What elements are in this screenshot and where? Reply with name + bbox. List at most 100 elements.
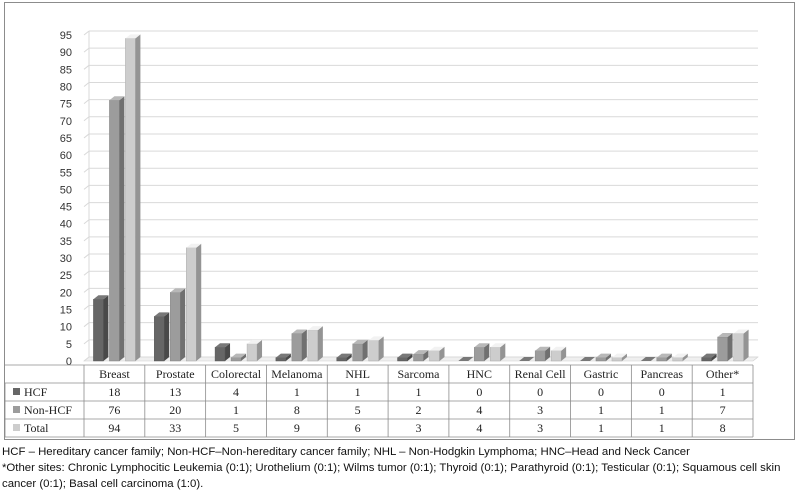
bar-side-total-colorectal xyxy=(257,339,263,361)
gridline-depth xyxy=(83,150,90,156)
bar-non-hcf-pancreas xyxy=(656,357,667,362)
table-value-non-hcf-sarcoma: 2 xyxy=(416,403,422,417)
bar-hcf-prostate xyxy=(154,316,165,362)
bar-non-hcf-renal-cell xyxy=(534,350,546,362)
gridline-depth xyxy=(83,185,90,190)
gridline-depth xyxy=(83,305,90,310)
y-tick-label: 70 xyxy=(60,116,72,128)
bar-top-hcf-renal-cell xyxy=(519,357,535,361)
table-value-hcf-sarcoma: 1 xyxy=(416,385,422,399)
bar-total-hnc xyxy=(490,347,501,362)
legend-key-total xyxy=(13,424,20,431)
category-label-gastric: Gastric xyxy=(584,367,619,381)
bar-side-hcf-melanoma xyxy=(285,353,291,361)
table-value-hcf-other: 1 xyxy=(720,385,726,399)
y-tick-label: 90 xyxy=(60,47,72,59)
table-value-total-nhl: 6 xyxy=(355,421,361,435)
table-value-non-hcf-renal-cell: 3 xyxy=(537,403,543,417)
bar-side-total-renal-cell xyxy=(561,346,567,361)
bar-top-total-nhl xyxy=(368,336,384,341)
bar-top-total-breast xyxy=(125,34,141,39)
bar-top-hcf-gastric xyxy=(579,357,595,361)
table-value-total-renal-cell: 3 xyxy=(537,421,543,435)
table-value-hcf-breast: 18 xyxy=(108,385,120,399)
gridline-depth xyxy=(83,322,90,328)
table-value-total-prostate: 33 xyxy=(169,421,181,435)
table-value-total-other: 8 xyxy=(720,421,726,435)
bar-top-non-hcf-renal-cell xyxy=(535,346,551,351)
bar-total-gastric xyxy=(611,357,623,362)
bar-side-non-hcf-hnc xyxy=(484,343,490,361)
category-label-sarcoma: Sarcoma xyxy=(398,367,441,381)
bar-top-non-hcf-melanoma xyxy=(291,329,307,334)
bar-non-hcf-gastric xyxy=(595,357,607,362)
bar-top-total-melanoma xyxy=(307,326,323,331)
gridline-depth xyxy=(83,30,90,36)
bar-side-non-hcf-nhl xyxy=(362,339,368,361)
y-tick-label: 85 xyxy=(60,64,72,76)
bar-top-total-gastric xyxy=(611,353,627,358)
bar-top-non-hcf-breast xyxy=(109,96,125,101)
y-tick-label: 5 xyxy=(66,339,72,351)
bar-top-total-prostate xyxy=(186,243,202,248)
y-tick-label: 95 xyxy=(60,30,72,42)
legend-key-hcf xyxy=(13,388,20,395)
bar-side-non-hcf-colorectal xyxy=(241,353,247,361)
bar-total-breast xyxy=(125,38,136,362)
bar-non-hcf-sarcoma xyxy=(413,353,424,362)
bar-side-total-hnc xyxy=(500,343,506,361)
table-value-hcf-gastric: 0 xyxy=(598,385,604,399)
gridline-depth xyxy=(83,236,90,242)
y-tick-label: 15 xyxy=(60,305,72,317)
y-tick-label: 75 xyxy=(60,99,72,111)
bar-top-total-other xyxy=(733,329,749,334)
category-label-nhl: NHL xyxy=(345,367,370,381)
bar-side-non-hcf-sarcoma xyxy=(423,350,429,361)
bar-non-hcf-breast xyxy=(109,99,120,362)
gridline-depth xyxy=(83,202,90,207)
bar-side-hcf-breast xyxy=(103,295,109,361)
legend-key-non-hcf xyxy=(13,406,20,413)
y-tick-label: 25 xyxy=(60,270,72,282)
bar-side-total-melanoma xyxy=(317,326,323,361)
table-value-total-breast: 94 xyxy=(108,421,120,435)
y-tick-label: 60 xyxy=(60,150,72,162)
gridline-depth xyxy=(83,339,90,345)
bar-non-hcf-hnc xyxy=(474,347,485,362)
y-tick-label: 20 xyxy=(60,287,72,299)
bar-side-non-hcf-renal-cell xyxy=(545,346,551,361)
y-tick-label: 10 xyxy=(60,322,72,334)
bar-total-pancreas xyxy=(672,357,683,362)
bar-total-colorectal xyxy=(246,343,258,362)
bar-top-hcf-hnc xyxy=(458,357,474,361)
y-tick-label: 30 xyxy=(60,253,72,265)
gridline-depth xyxy=(83,82,90,87)
table-value-non-hcf-pancreas: 1 xyxy=(659,403,665,417)
table-value-total-sarcoma: 3 xyxy=(416,421,422,435)
y-tick-label: 40 xyxy=(60,219,72,231)
bar-top-total-colorectal xyxy=(247,339,263,344)
bar-total-sarcoma xyxy=(429,350,440,362)
footnote-other-sites: *Other sites: Chronic Lymphocitic Leukem… xyxy=(2,462,781,490)
bar-side-non-hcf-breast xyxy=(119,96,125,361)
table-value-hcf-colorectal: 4 xyxy=(233,385,239,399)
gridline-depth xyxy=(83,356,90,362)
bar-hcf-colorectal xyxy=(214,347,226,362)
category-label-pancreas: Pancreas xyxy=(640,367,683,381)
bar-side-non-hcf-prostate xyxy=(180,288,186,361)
gridline-depth xyxy=(83,116,90,122)
table-value-total-hnc: 4 xyxy=(476,421,482,435)
gridline-depth xyxy=(83,99,90,105)
bar-side-non-hcf-gastric xyxy=(605,353,611,361)
table-value-hcf-nhl: 1 xyxy=(355,385,361,399)
bar-side-hcf-nhl xyxy=(346,353,352,361)
bar-top-hcf-nhl xyxy=(336,353,352,358)
table-value-non-hcf-other: 7 xyxy=(720,403,726,417)
table-value-non-hcf-breast: 76 xyxy=(108,403,120,417)
bar-top-total-renal-cell xyxy=(551,346,567,351)
y-tick-label: 50 xyxy=(60,184,72,196)
bar-top-total-hnc xyxy=(490,343,506,348)
bar-side-total-other xyxy=(743,329,749,361)
bar-top-hcf-other xyxy=(701,353,717,358)
bar-hcf-sarcoma xyxy=(397,357,408,362)
